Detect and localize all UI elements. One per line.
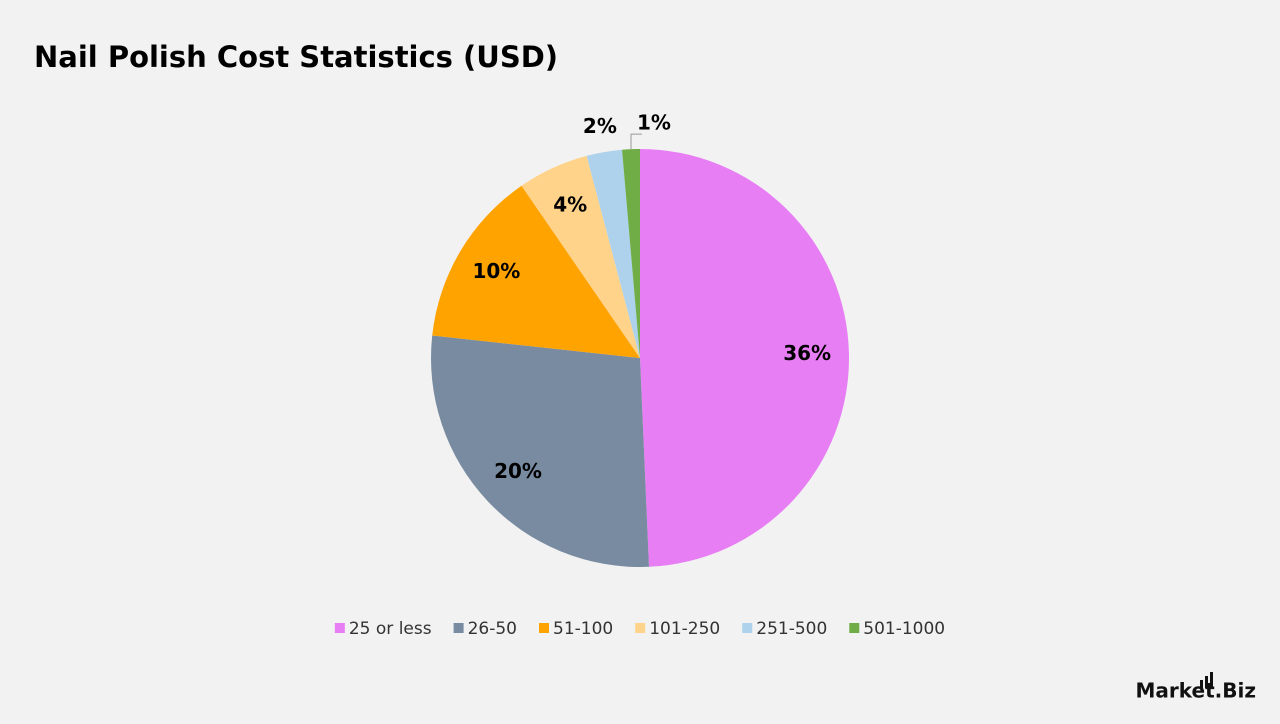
data-label: 20% [494,459,542,483]
pie-slice [432,185,640,358]
legend-label: 25 or less [349,619,432,639]
pie-slice [640,149,850,567]
pie-slice [586,149,640,358]
chart-title: Nail Polish Cost Statistics (USD) [34,40,558,74]
logo-bar [1210,672,1213,688]
data-label: 36% [783,341,831,365]
pie-slice [430,335,649,568]
legend-swatch [539,623,549,633]
logo-bar [1205,676,1208,688]
watermark: Market.Biz [1136,679,1257,703]
legend-label: 51-100 [553,619,613,639]
legend-label: 501-1000 [863,619,945,639]
legend-label: 26-50 [468,619,517,639]
legend-swatch [453,623,464,633]
pie-slice [622,149,640,358]
legend-swatch [635,623,646,633]
legend: 25 or less 26-50 51-100 101-250 251-500 501-1… [334,619,945,639]
data-label: 10% [472,259,520,283]
pie-slice [521,155,640,358]
data-label: 4% [553,193,587,217]
logo: Market.Biz [1136,672,1257,703]
legend-swatch [849,623,860,633]
legend-swatch [334,623,345,633]
data-label: 1% [637,111,671,135]
leader-line [630,133,642,150]
legend-label: 251-500 [756,619,827,639]
logo-bar [1200,680,1203,688]
legend-label: 101-250 [649,619,720,639]
data-label: 2% [583,114,617,138]
legend-swatch [742,623,753,633]
